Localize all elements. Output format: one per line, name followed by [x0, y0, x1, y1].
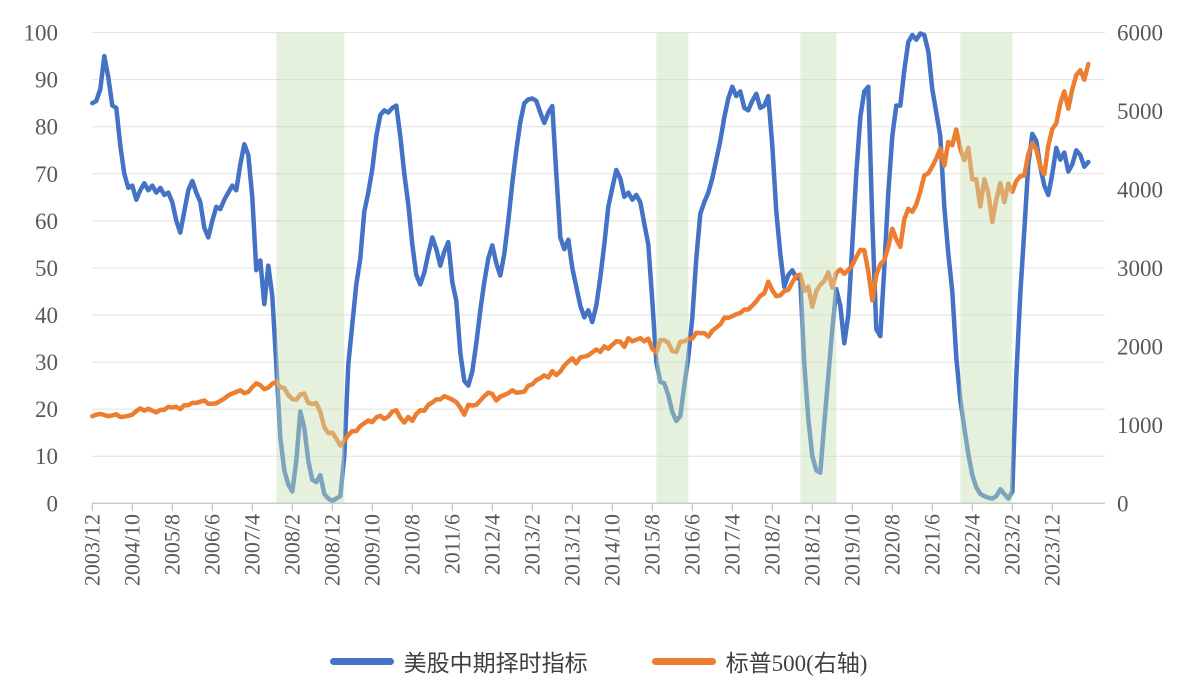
legend-label-sp500: 标普500(右轴): [725, 651, 868, 676]
x-tick-label: 2007/4: [239, 514, 264, 575]
left-tick-label: 100: [24, 21, 59, 46]
shaded-band: [960, 32, 1013, 504]
left-tick-label: 70: [35, 162, 58, 187]
right-tick-label: 3000: [1117, 256, 1163, 281]
left-tick-label: 0: [47, 491, 59, 516]
x-tick-label: 2012/4: [479, 514, 504, 575]
x-tick-label: 2011/6: [439, 514, 464, 574]
left-tick-label: 30: [35, 350, 58, 375]
x-axis: [91, 502, 1105, 512]
left-tick-label: 20: [35, 397, 58, 422]
x-tick-label: 2008/2: [279, 514, 304, 575]
shaded-band: [800, 32, 837, 504]
timing-indicator-line: [90, 31, 1091, 504]
chart-canvas: 0102030405060708090100010002000300040005…: [24, 21, 1164, 587]
x-tick-label: 2018/2: [759, 514, 784, 575]
x-tick-label: 2020/8: [879, 514, 904, 575]
x-tick-label: 2016/6: [679, 514, 704, 575]
x-tick-label: 2013/12: [559, 514, 584, 586]
shaded-band: [656, 32, 689, 504]
right-tick-label: 1000: [1117, 413, 1163, 438]
x-tick-label: 2017/4: [719, 514, 744, 575]
right-tick-label: 0: [1117, 491, 1129, 516]
x-tick-label: 2014/10: [599, 514, 624, 586]
right-tick-label: 5000: [1117, 99, 1163, 124]
left-tick-label: 80: [35, 115, 58, 140]
x-tick-label: 2019/10: [839, 514, 864, 586]
shaded-bands: [276, 32, 1013, 504]
x-tick-label: 2018/12: [799, 514, 824, 586]
right-tick-label: 6000: [1117, 21, 1163, 46]
left-tick-label: 60: [35, 209, 58, 234]
x-axis-labels: 2003/12 2004/10 2005/8 2006/6 2007/4 2008/2 20…: [79, 514, 1064, 586]
left-tick-label: 40: [35, 303, 58, 328]
x-tick-label: 2023/2: [999, 514, 1024, 575]
left-tick-label: 90: [35, 68, 58, 93]
right-axis-labels: 0 1000 2000 3000 4000 5000 6000: [1117, 21, 1163, 517]
legend-swatch-orange-line: [651, 657, 716, 665]
right-tick-label: 2000: [1117, 334, 1163, 359]
left-axis-labels: 0 10 20 30 40 50 60 70 80 90 100: [24, 21, 59, 517]
x-tick-label: 2008/12: [319, 514, 344, 586]
x-tick-label: 2023/12: [1039, 514, 1064, 586]
shaded-band: [276, 32, 345, 504]
x-tick-label: 2021/6: [919, 514, 944, 575]
legend-swatch-blue-line: [329, 657, 394, 665]
x-tick-label: 2015/8: [639, 514, 664, 575]
x-tick-label: 2010/8: [399, 514, 424, 575]
left-tick-label: 50: [35, 256, 58, 281]
x-tick-label: 2004/10: [119, 514, 144, 586]
series-lines: [90, 31, 1091, 504]
x-tick-label: 2013/2: [519, 514, 544, 575]
legend-item-timing-indicator: 美股中期择时指标: [329, 644, 588, 678]
x-tick-label: 2005/8: [159, 514, 184, 575]
legend-item-sp500: 标普500(右轴): [651, 644, 868, 678]
x-tick-label: 2022/4: [959, 514, 984, 575]
x-tick-label: 2009/10: [359, 514, 384, 586]
x-tick-label: 2003/12: [79, 514, 104, 586]
sp500-line: [90, 61, 1091, 448]
x-tick-label: 2006/6: [199, 514, 224, 575]
left-tick-label: 10: [35, 444, 58, 469]
gridlines: [92, 32, 1105, 457]
legend-label-timing-indicator: 美股中期择时指标: [403, 651, 588, 676]
chart-legend: 美股中期择时指标 标普500(右轴): [0, 644, 1197, 678]
right-tick-label: 4000: [1117, 178, 1163, 203]
